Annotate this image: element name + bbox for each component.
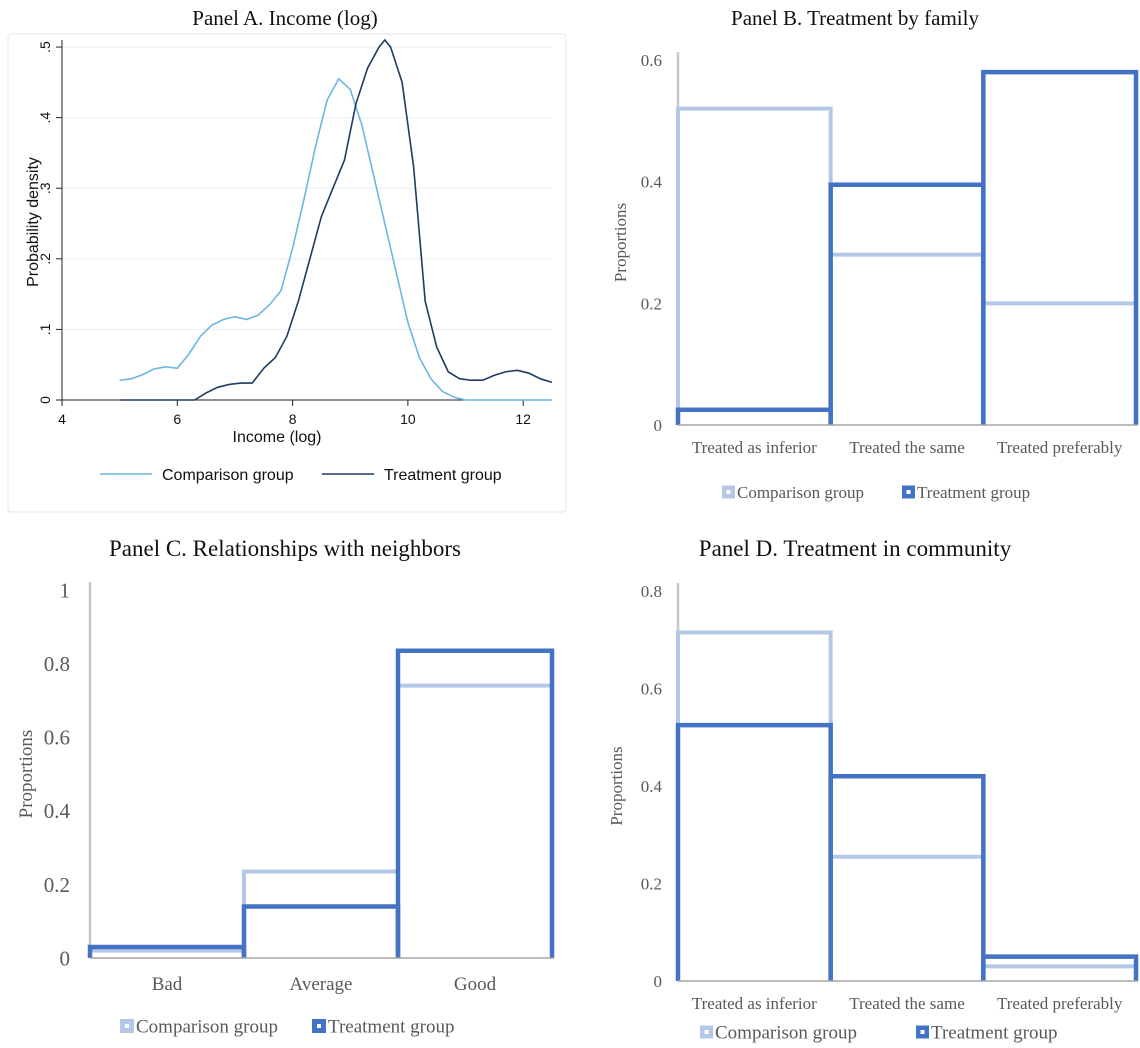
legend-swatch-dot <box>726 490 731 494</box>
bar-treatment <box>828 774 986 981</box>
panel-a-frame <box>7 33 567 513</box>
panel-c-chart: 0 0.2 0.4 0.6 0.8 1 Proportions Bad Average Good C… <box>16 578 555 1038</box>
bar-comparison <box>828 854 986 981</box>
bar-comparison <box>676 630 833 981</box>
series-line-treatment <box>119 38 553 401</box>
panel-a-title: Panel A. Income (log) <box>192 6 378 30</box>
y-tick-label: 0.4 <box>641 173 663 192</box>
x-tick-label: 12 <box>515 411 531 427</box>
y-tick-label: .3 <box>37 182 53 194</box>
panel-d-chart: 0 0.2 0.4 0.6 0.8 Proportions Treated as infer… <box>607 582 1139 1044</box>
panel-b: Panel B. Treatment by family 0 0.2 0.4 0.6 P… <box>570 0 1140 520</box>
y-tick-label: 0.2 <box>641 874 662 893</box>
panel-a-chart: 0 .1 .2 .3 .4 .5 4 6 8 10 12 Income (log) Probabilit… <box>7 33 567 513</box>
bar-treatment <box>981 69 1139 425</box>
x-category-label: Treated as inferior <box>692 994 817 1013</box>
y-tick-label: 0.8 <box>641 582 662 601</box>
x-category-label: Average <box>290 974 353 995</box>
legend-swatch-dot <box>920 1030 925 1034</box>
bar-treatment <box>828 182 986 425</box>
y-tick-label: .2 <box>37 253 53 265</box>
y-tick-label: .1 <box>37 323 53 335</box>
x-category-label: Treated preferably <box>997 994 1123 1013</box>
y-tick-label: 0 <box>37 396 53 404</box>
bar-comparison <box>88 948 246 958</box>
legend-label: Comparison group <box>715 1023 857 1044</box>
y-axis-label: Proportions <box>611 203 630 282</box>
y-tick-label: 0 <box>60 946 71 970</box>
legend-swatch-dot <box>906 490 911 494</box>
bar-treatment <box>981 954 1139 981</box>
y-tick-label: 0 <box>654 416 663 435</box>
panel-b-chart: 0 0.2 0.4 0.6 Proportions Treated as inferior… <box>611 51 1139 502</box>
y-tick-label: 0.6 <box>641 679 662 698</box>
y-tick-label: 0.4 <box>44 799 71 823</box>
x-category-label: Treated preferably <box>997 438 1123 457</box>
x-axis-label: Income (log) <box>233 429 322 446</box>
y-tick-label: 0.6 <box>641 51 662 70</box>
y-tick-label: 0.4 <box>641 777 663 796</box>
bar-treatment <box>675 722 833 981</box>
bar-treatment <box>395 648 555 958</box>
legend-label: Treatment group <box>328 1017 454 1038</box>
legend-swatch-dot <box>704 1030 709 1034</box>
bar-comparison <box>828 252 986 425</box>
y-axis-label: Proportions <box>16 730 37 819</box>
y-tick-label: .4 <box>37 112 53 124</box>
x-category-label: Bad <box>152 974 183 995</box>
y-tick-label: 0.2 <box>641 294 662 313</box>
x-category-label: Treated as inferior <box>692 438 817 457</box>
panel-b-title: Panel B. Treatment by family <box>731 6 979 30</box>
legend-label: Treatment group <box>917 483 1030 502</box>
y-tick-label: .5 <box>37 41 53 53</box>
bar-comparison <box>981 964 1138 981</box>
panel-d-title: Panel D. Treatment in community <box>698 536 1012 561</box>
panel-d: Panel D. Treatment in community 0 0.2 0.4 0… <box>570 524 1140 1048</box>
y-tick-label: 0.2 <box>44 873 70 897</box>
y-tick-label: 0.6 <box>44 726 70 750</box>
x-tick-label: 6 <box>173 411 181 427</box>
bar-treatment <box>241 904 401 958</box>
x-category-label: Treated the same <box>849 438 965 457</box>
bar-comparison <box>242 869 400 958</box>
y-axis-label: Probability density <box>25 157 42 287</box>
x-tick-label: 4 <box>58 411 66 427</box>
panel-a: Panel A. Income (log) 0 .1 .2 .3 .4 .5 4 6 8 10 12… <box>0 0 570 520</box>
series-line-comparison <box>119 77 552 401</box>
bar-treatment <box>675 407 833 425</box>
x-tick-label: 8 <box>289 411 297 427</box>
legend-label: Treatment group <box>384 467 502 484</box>
legend-label: Treatment group <box>931 1023 1057 1044</box>
y-tick-label: 0.8 <box>44 652 70 676</box>
legend-label: Comparison group <box>737 483 864 502</box>
x-category-label: Good <box>454 974 497 995</box>
bar-comparison <box>981 301 1138 425</box>
bar-comparison <box>396 683 554 958</box>
bar-comparison <box>676 106 833 425</box>
legend-swatch-dot <box>317 1024 321 1028</box>
legend-swatch-dot <box>125 1024 129 1028</box>
panel-c-title: Panel C. Relationships with neighbors <box>108 536 461 561</box>
y-tick-label: 0 <box>654 972 663 991</box>
legend-label: Comparison group <box>136 1017 278 1038</box>
x-category-label: Treated the same <box>849 994 965 1013</box>
y-axis-label: Proportions <box>607 746 626 825</box>
y-tick-label: 1 <box>60 578 71 602</box>
x-tick-label: 10 <box>400 411 416 427</box>
legend-label: Comparison group <box>162 467 294 484</box>
